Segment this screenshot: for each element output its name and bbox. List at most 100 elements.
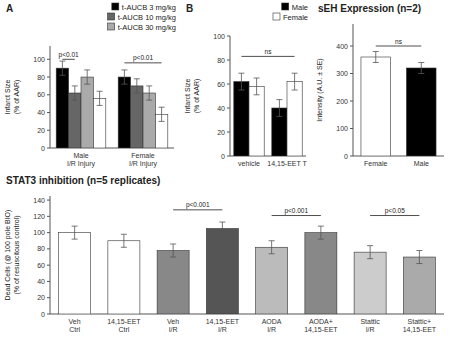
text-line: AODA bbox=[262, 318, 282, 325]
error-cap bbox=[276, 99, 282, 100]
error-cap bbox=[367, 258, 373, 259]
text-line: I/R Injury bbox=[67, 160, 96, 168]
error-cap bbox=[121, 234, 127, 235]
y-axis-line bbox=[230, 36, 231, 156]
y-axis: 020406080100 bbox=[213, 33, 306, 160]
error-cap bbox=[72, 85, 78, 86]
x-tick-label: 14,15-EETI/R bbox=[206, 318, 240, 333]
error-line bbox=[419, 251, 420, 264]
error-cap bbox=[219, 222, 225, 223]
error-cap bbox=[59, 75, 65, 76]
text-line: 14,15-EET bbox=[206, 318, 240, 325]
bar bbox=[108, 241, 140, 314]
error-line bbox=[421, 63, 422, 74]
annotation-label: ns bbox=[395, 38, 403, 45]
error-cap bbox=[170, 257, 176, 258]
error-line bbox=[87, 70, 88, 84]
error-cap bbox=[318, 226, 324, 227]
y-tick-label: 40 bbox=[37, 278, 45, 285]
text-line: (% of AAR) bbox=[13, 80, 21, 115]
bracket bbox=[370, 215, 419, 216]
text-line: Veh bbox=[69, 318, 81, 325]
bar bbox=[406, 68, 436, 156]
y-axis-line bbox=[50, 196, 51, 314]
text-line: Infarct Size bbox=[184, 78, 191, 113]
error-bar bbox=[159, 107, 165, 121]
x-tick-label: MaleI/R Injury bbox=[67, 152, 96, 168]
error-cap bbox=[276, 116, 282, 117]
legend-swatch bbox=[108, 23, 115, 30]
error-bar bbox=[59, 61, 65, 75]
bracket bbox=[272, 215, 321, 216]
error-line bbox=[74, 86, 75, 100]
error-bar bbox=[121, 70, 127, 84]
error-cap bbox=[72, 226, 78, 227]
y-tick-label: 80 bbox=[37, 245, 45, 252]
annotation-label: p<0.01 bbox=[133, 54, 153, 62]
error-cap bbox=[59, 61, 65, 62]
chart: sEH Expression (n=2)0100200300400Intensi… bbox=[316, 3, 444, 167]
error-line bbox=[136, 79, 137, 93]
marks bbox=[56, 61, 168, 148]
error-cap bbox=[146, 100, 152, 101]
error-line bbox=[161, 107, 162, 121]
y-tick-label: 0 bbox=[221, 153, 225, 160]
text-line: I/R bbox=[267, 326, 276, 333]
error-cap bbox=[373, 62, 379, 63]
y-tick-label: 0 bbox=[344, 153, 348, 160]
error-cap bbox=[134, 78, 140, 79]
text-line: B bbox=[186, 3, 193, 14]
text-line: Male bbox=[414, 160, 429, 167]
legend: t-AUCB 3 mg/kgt-AUCB 10 mg/kgt-AUCB 30 m… bbox=[108, 3, 176, 32]
y-axis: 0100200300400 bbox=[336, 24, 444, 160]
text-line: I/R Injury bbox=[129, 160, 158, 168]
error-cap bbox=[97, 105, 103, 106]
error-cap bbox=[159, 107, 165, 108]
text-line: Stattic bbox=[360, 318, 380, 325]
text-line: Female bbox=[364, 160, 387, 167]
text-line: Veh bbox=[167, 318, 179, 325]
error-line bbox=[241, 73, 242, 90]
bar bbox=[118, 77, 130, 148]
marks bbox=[234, 73, 302, 156]
annotation: p<0.01 bbox=[124, 54, 161, 63]
text-line: A bbox=[6, 3, 13, 14]
error-cap bbox=[159, 121, 165, 122]
error-cap bbox=[170, 244, 176, 245]
y-tick-label: 0 bbox=[41, 145, 45, 152]
legend-label: Male bbox=[292, 3, 308, 12]
y-axis-line bbox=[353, 24, 354, 156]
text-line: AODA+ bbox=[309, 318, 333, 325]
text-line: STAT3 inhibition (n=5 replicates) bbox=[6, 175, 160, 186]
error-bar bbox=[121, 234, 127, 247]
text-line: I/R bbox=[218, 326, 227, 333]
error-line bbox=[375, 52, 376, 63]
y-tick-label: 100 bbox=[33, 229, 45, 236]
bar bbox=[354, 252, 386, 314]
x-tick-label: StatticI/R bbox=[360, 318, 380, 333]
error-cap bbox=[97, 91, 103, 92]
error-bar bbox=[219, 222, 225, 235]
y-axis-label: Dead Cells (@ 100 pole BIO)(% of resusci… bbox=[4, 210, 21, 301]
annotation: p<0.001 bbox=[272, 207, 321, 216]
error-cap bbox=[238, 90, 244, 91]
chart: STAT3 inhibition (n=5 replicates)0204060… bbox=[4, 175, 444, 333]
error-line bbox=[370, 246, 371, 259]
legend-label: t-AUCB 3 mg/kg bbox=[122, 3, 176, 12]
error-cap bbox=[121, 84, 127, 85]
y-tick-label: 0 bbox=[41, 311, 45, 318]
y-tick-label: 200 bbox=[336, 98, 348, 105]
error-cap bbox=[292, 73, 298, 74]
error-line bbox=[173, 244, 174, 257]
text-line: Stattic+ bbox=[408, 318, 432, 325]
error-cap bbox=[121, 69, 127, 70]
error-cap bbox=[72, 239, 78, 240]
text-line: 14,15-EET T bbox=[267, 160, 307, 167]
annotation-label: ns bbox=[265, 48, 273, 55]
error-bar bbox=[416, 251, 422, 264]
x-axis: VehCtrl14,15-EETCtrlVehI/R14,15-EETI/RAO… bbox=[69, 318, 437, 333]
text-line: Female bbox=[131, 152, 154, 159]
bar bbox=[206, 229, 238, 314]
y-tick-label: 140 bbox=[33, 197, 45, 204]
text-line: sEH Expression (n=2) bbox=[318, 3, 421, 14]
